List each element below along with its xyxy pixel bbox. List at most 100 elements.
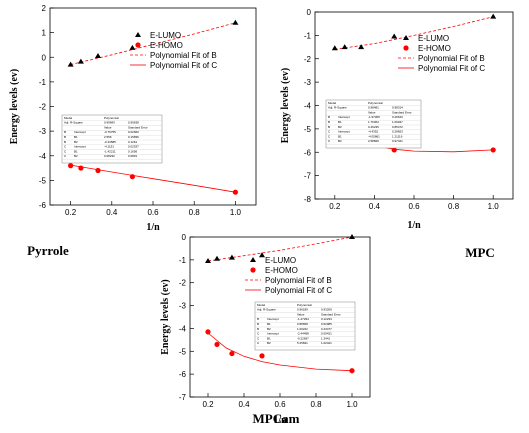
table-cell: B <box>328 125 330 129</box>
table-cell: B1 <box>74 149 78 153</box>
legend-label: E-HOMO <box>418 44 451 53</box>
homo-point <box>129 174 135 180</box>
y-tick-label: -2 <box>179 279 187 288</box>
table-cell: 0.26643 <box>392 115 403 119</box>
panel-mpcam: 0.2 0.4 0.6 0.8 1.0 -7 -6 -5 -4 -3 -2 -1 0 1/n Energy … <box>160 233 371 426</box>
lumo-point <box>358 44 365 50</box>
table-cell: 2.58829 <box>368 139 379 143</box>
legend-label: Polynomial Fit of C <box>418 64 485 73</box>
x-axis-label: 1/n <box>273 415 287 426</box>
legend-label: E-HOMO <box>265 266 298 275</box>
table-model-label: Model <box>328 101 337 105</box>
x-axis-label: 1/n <box>407 220 421 231</box>
table-cell: 1.09947 <box>392 120 403 124</box>
table-cell: 0.0891 <box>128 154 138 158</box>
table-cell: 0.88658 <box>297 322 308 326</box>
y-axis-label: Energy levels (ev) <box>9 69 20 145</box>
table-cell: C <box>64 149 67 153</box>
table-model-value: Polynomial <box>297 303 312 307</box>
table-header: Standard Error <box>392 110 412 114</box>
lumo-point <box>490 13 497 19</box>
table-cell: -4.4352 <box>368 130 379 134</box>
table-r2-label: Adj. R-Square <box>328 106 347 110</box>
y-tick-label: -2 <box>304 55 312 64</box>
y-tick-label: -6 <box>304 148 312 157</box>
legend-homo-marker <box>250 267 256 273</box>
legend-label: E-LUMO <box>150 31 181 40</box>
homo-point <box>78 165 84 171</box>
homo-point <box>232 189 238 195</box>
lumo-point <box>341 44 348 50</box>
table-cell: 2.556 <box>104 135 112 139</box>
legend-label: Polynomial Fit of C <box>265 286 332 295</box>
table-header: Standard Error <box>128 125 148 129</box>
homo-point <box>205 329 211 335</box>
homo-point <box>259 353 265 359</box>
fit-table: Model Polynomial Adj. R-Square 0.99843 0.996… <box>61 114 163 164</box>
table-cell: 0.12234 <box>321 317 332 321</box>
legend-label: Polynomial Fit of B <box>150 51 217 60</box>
y-tick-label: -6 <box>179 370 187 379</box>
table-cell: -1.42211 <box>104 149 116 153</box>
table-cell: -4.1151 <box>104 145 114 149</box>
lumo-point <box>77 58 84 64</box>
table-cell: -0.76755 <box>104 130 116 134</box>
legend-homo-marker <box>403 45 409 51</box>
table-cell: 0.85472 <box>392 125 403 129</box>
y-axis-label: Energy levels (ev) <box>160 279 171 355</box>
table-cell: B <box>64 130 66 134</box>
x-tick-label: 0.4 <box>106 208 118 217</box>
fit-line-c <box>70 164 236 193</box>
table-cell: B1 <box>267 336 271 340</box>
legend-label: Polynomial Fit of C <box>150 61 217 70</box>
table-cell: B1 <box>267 322 271 326</box>
panel-pyrrole: 0.2 0.4 0.6 0.8 1.0 -6 -5 -4 -3 -2 -1 0 1 2 1/n Energy … <box>9 4 257 258</box>
table-r2-value: 0.96189 <box>297 308 308 312</box>
y-tick-label: -5 <box>39 176 47 185</box>
x-tick-label: 0.2 <box>329 202 341 211</box>
table-cell: 1.21116 <box>392 134 403 138</box>
y-tick-label: -1 <box>179 256 187 265</box>
table-r2-label: Adj. R-Square <box>64 121 83 125</box>
table-cell: B2 <box>338 139 342 143</box>
fit-line-c <box>207 332 353 372</box>
table-cell: B <box>328 115 330 119</box>
table-r2-value: 0.99638 <box>128 121 139 125</box>
table-cell: 5.25841 <box>297 341 308 345</box>
homo-point <box>68 163 74 169</box>
table-model-label: Model <box>64 116 73 120</box>
x-tick-label: 0.4 <box>238 400 250 409</box>
legend-label: E-HOMO <box>150 41 183 50</box>
table-cell: B <box>328 120 330 124</box>
table-cell: 1.00222 <box>297 327 308 331</box>
fit-table-border <box>61 114 163 164</box>
x-tick-label: 0.2 <box>65 208 77 217</box>
y-axis-label: Energy levels (ev) <box>280 68 291 144</box>
fit-table-border <box>325 99 422 149</box>
table-cell: 0.52085 <box>321 322 332 326</box>
table-cell: 0.02537 <box>128 145 139 149</box>
panel-caption: MPC <box>465 245 495 260</box>
legend-lumo-marker <box>250 257 256 262</box>
x-tick-label: 1.0 <box>346 400 358 409</box>
x-tick-label: 0.6 <box>408 202 420 211</box>
homo-point <box>349 368 355 374</box>
table-cell: Intercept <box>267 332 279 336</box>
table-cell: C <box>257 336 260 340</box>
table-cell: 0.08232 <box>104 154 115 158</box>
table-cell: Intercept <box>338 130 350 134</box>
lumo-point <box>94 53 101 59</box>
table-header: Value <box>368 110 376 114</box>
fit-line-b <box>334 16 494 50</box>
table-cell: B2 <box>338 125 342 129</box>
table-cell: -2.44498 <box>297 332 309 336</box>
y-tick-label: -7 <box>179 393 187 402</box>
y-tick-label: -4 <box>39 152 47 161</box>
table-cell: B2 <box>267 327 271 331</box>
y-tick-label: -7 <box>304 172 312 181</box>
table-r2-label: Adj. R-Square <box>257 308 276 312</box>
table-cell: 1.76364 <box>368 120 379 124</box>
